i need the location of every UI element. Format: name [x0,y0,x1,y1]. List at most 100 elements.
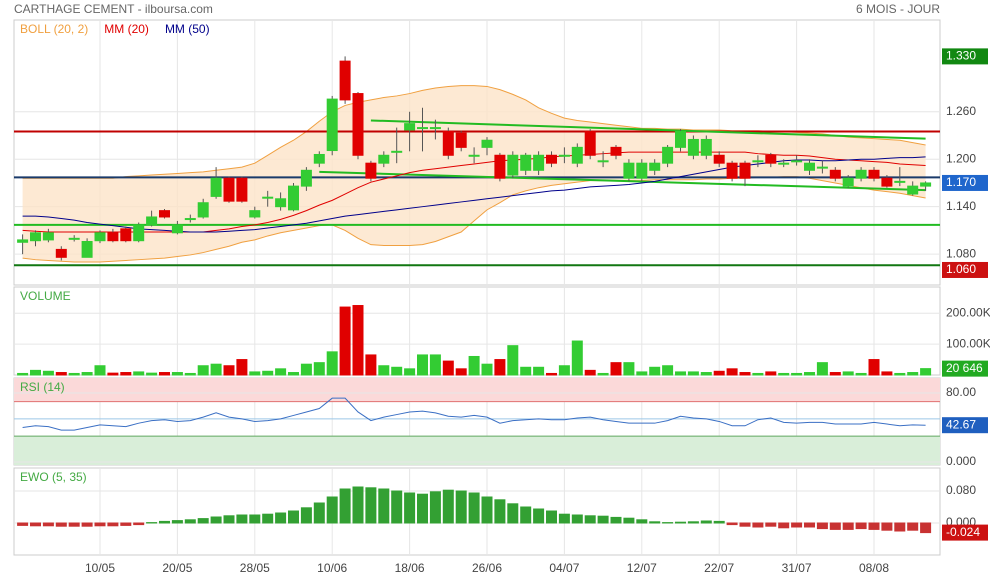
overbought-zone [14,378,940,402]
bar [81,372,93,376]
candle-body [675,131,686,148]
bar [791,372,803,376]
bar [636,519,648,524]
candle-body [739,162,751,179]
bar [739,522,751,527]
bar [429,354,441,376]
candle-body [636,162,648,179]
bar [520,366,532,376]
candle-body [275,198,287,208]
bar [352,305,364,376]
candle-body [649,162,661,171]
bar [55,522,67,527]
y-tick-label: 1.140 [946,199,976,213]
panel-title: EWO (5, 35) [20,470,87,484]
bar [30,369,41,376]
bar [468,355,480,376]
bar [184,372,196,376]
bar [868,522,880,530]
bar [249,514,261,524]
bar [558,365,570,376]
bar [507,503,519,524]
bar [687,371,699,376]
candle-body [765,154,777,164]
bar [571,514,583,524]
candle-body [481,139,493,148]
candle-body [17,239,29,243]
candle-body [313,153,325,164]
bar [313,502,325,524]
bar [829,522,841,530]
candle-body [391,150,403,153]
candle-body [171,224,183,234]
candle-body [713,154,725,164]
candle-body [184,218,196,221]
candle-body [662,146,674,164]
bar [391,490,403,524]
candle-body [494,154,506,179]
value-box [942,174,988,191]
value-box-label: 42.67 [946,417,976,431]
bar [468,492,480,524]
bar [752,372,764,376]
bar [649,366,661,376]
bar [894,522,906,532]
bar [404,368,416,376]
candle-body [726,162,738,179]
bar [223,365,235,376]
candle-body [339,60,351,101]
x-tick-label: 12/07 [627,561,657,575]
bar [726,368,738,376]
y-tick-label: 80.00 [946,385,976,399]
candle-body [855,169,867,179]
bar [326,351,338,376]
bar [442,360,454,376]
bar [881,522,893,531]
candle-body [249,210,261,218]
x-tick-label: 18/06 [395,561,425,575]
bar [920,368,932,376]
candle-body [68,237,80,240]
candle-body [584,131,596,156]
y-tick-label: 1.080 [946,246,976,260]
bar [210,516,222,524]
bar [223,515,235,524]
value-box [942,417,988,434]
bar [558,513,570,524]
value-box [942,524,988,541]
bar [68,522,80,527]
bar [533,508,545,524]
bar [804,522,815,528]
legend-entry: MM (20) [104,22,149,36]
value-box-label: -0.024 [946,525,980,539]
bar [739,372,751,376]
x-tick-label: 10/05 [85,561,115,575]
value-box [942,360,988,377]
bar [236,359,248,376]
bar [171,372,183,376]
bar [442,489,454,524]
bar [546,510,557,524]
bar [481,363,493,376]
y-tick-label: 100.00K [946,336,990,350]
bar [636,371,648,376]
bar [494,359,506,376]
bar [210,363,222,376]
candle-body [352,93,364,156]
candle-body [546,154,557,164]
bar [855,522,867,530]
value-box [942,261,988,278]
bar [868,359,880,376]
value-box-label: 20 646 [946,361,983,375]
bar [507,345,519,376]
candle-body [597,160,609,163]
bar [197,365,209,376]
bar [107,522,119,527]
candle-body [829,169,841,179]
bar [365,354,377,376]
bar [597,515,609,524]
bollinger-fill [22,85,926,263]
candle-body [404,123,416,131]
y-tick-label: 1.200 [946,151,976,165]
